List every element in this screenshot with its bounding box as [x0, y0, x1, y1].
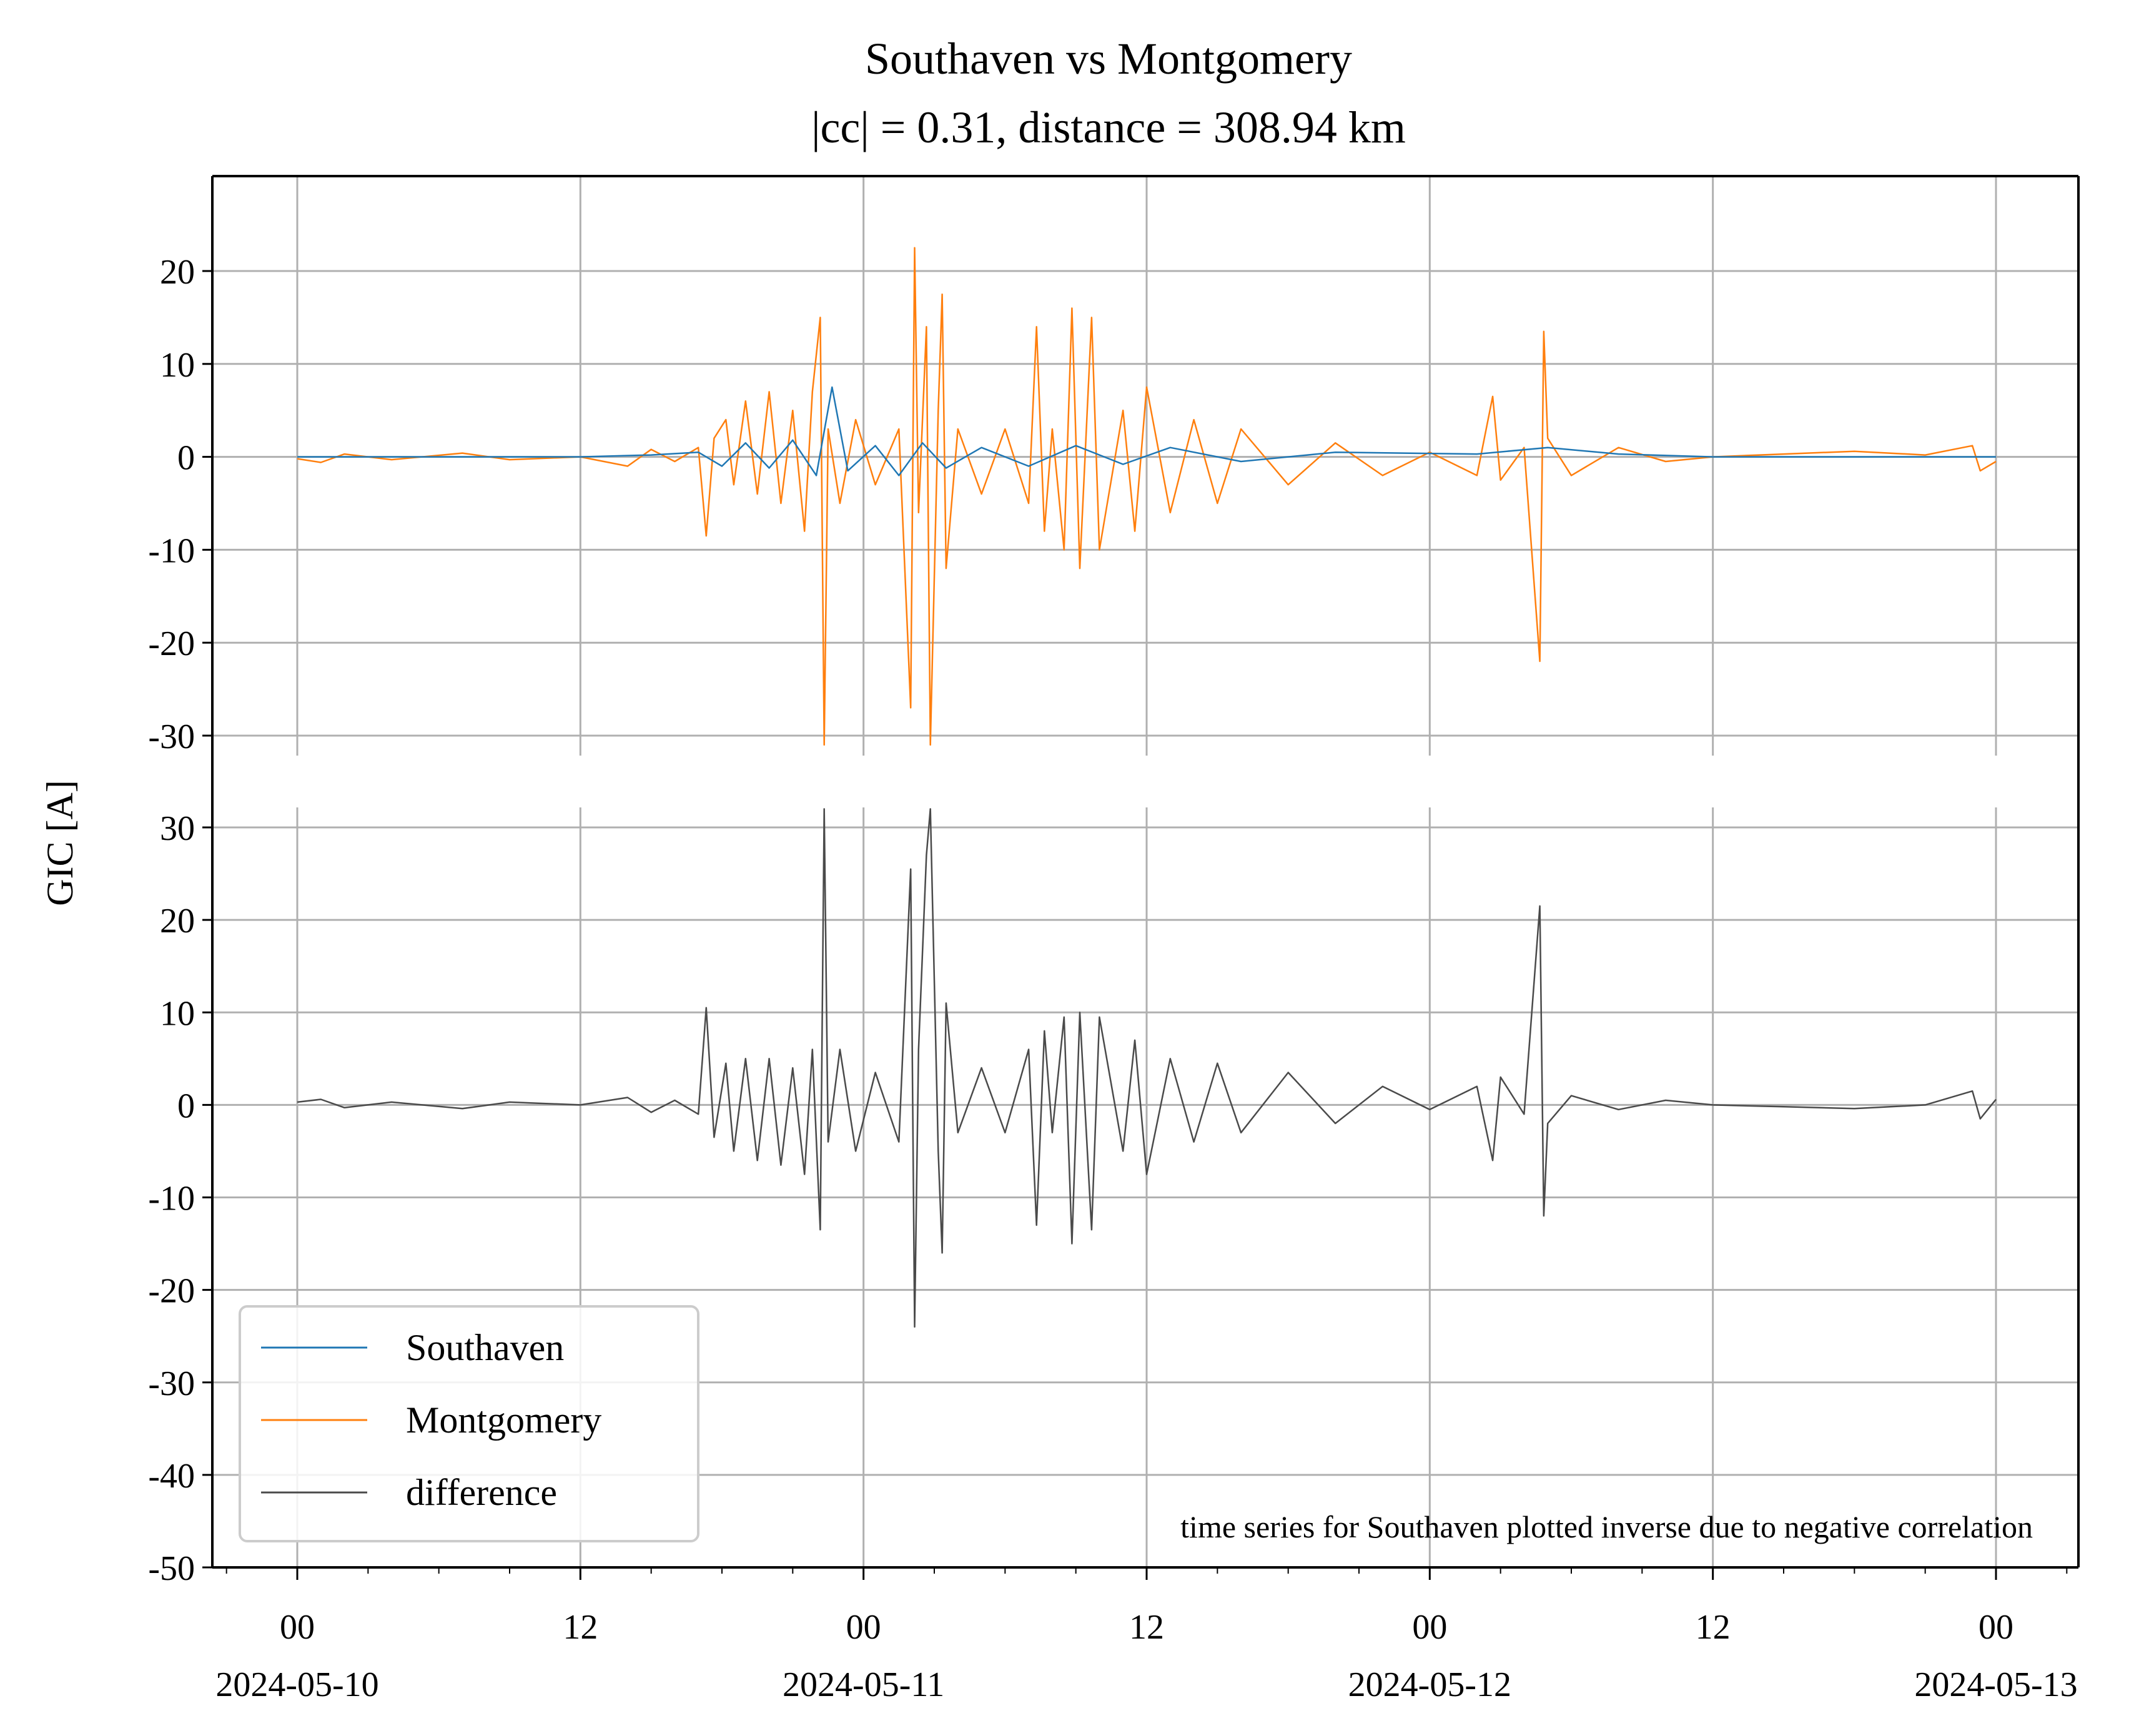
bottom-panel-y-ticks: 30 20 10 0 -10 -20 -30 -40 -50 [148, 809, 212, 1588]
annotation-text: time series for Southaven plotted invers… [1180, 1509, 2033, 1544]
bottom-ytick-label-4: -10 [148, 1180, 195, 1218]
xtick-hour-6: 00 [1979, 1608, 2013, 1647]
top-ytick-label-4: -20 [148, 624, 195, 663]
bottom-ytick-label-8: -50 [148, 1549, 195, 1588]
xtick-hour-5: 12 [1696, 1608, 1731, 1647]
bottom-ytick-label-3: 0 [177, 1087, 195, 1125]
series-line-difference [297, 808, 1997, 1328]
xtick-date-4: 2024-05-12 [1348, 1665, 1511, 1704]
y-axis-label: GIC [A] [39, 780, 81, 906]
bottom-panel-series [297, 808, 1997, 1328]
top-panel-series [297, 247, 1997, 746]
top-ytick-label-3: -10 [148, 531, 195, 570]
xtick-hour-1: 12 [563, 1608, 598, 1647]
series-line-southaven [297, 386, 1996, 476]
bottom-ytick-label-7: -40 [148, 1457, 195, 1496]
legend-label-difference: difference [406, 1472, 557, 1513]
top-ytick-label-5: -30 [148, 718, 195, 756]
bottom-ytick-label-0: 30 [160, 809, 195, 848]
bottom-ytick-label-2: 10 [160, 994, 195, 1033]
top-ytick-label-2: 0 [177, 439, 195, 478]
xtick-hour-3: 12 [1129, 1608, 1164, 1647]
top-ytick-label-0: 20 [160, 253, 195, 292]
xtick-hour-4: 00 [1412, 1608, 1447, 1647]
legend-label-southaven: Southaven [406, 1327, 564, 1368]
bottom-ytick-label-6: -30 [148, 1364, 195, 1403]
chart-subtitle: |cc| = 0.31, distance = 308.94 km [811, 102, 1406, 152]
xtick-hour-2: 00 [846, 1608, 881, 1647]
axes [211, 175, 2080, 1569]
xtick-date-6: 2024-05-13 [1914, 1665, 2077, 1704]
top-panel-y-ticks: 20 10 0 -10 -20 -30 [148, 253, 212, 756]
series-line-montgomery [297, 247, 1997, 746]
legend-label-montgomery: Montgomery [406, 1399, 601, 1441]
x-axis-ticks: 00 2024-05-10 12 00 2024-05-11 12 00 2024-05-12… [215, 1567, 2078, 1704]
legend-box [239, 1305, 699, 1542]
bottom-ytick-label-5: -20 [148, 1272, 195, 1311]
xtick-hour-0: 00 [280, 1608, 315, 1647]
xtick-date-0: 2024-05-10 [215, 1665, 378, 1704]
chart-title: Southaven vs Montgomery [865, 34, 1352, 84]
top-ytick-label-1: 10 [160, 346, 195, 385]
xtick-date-2: 2024-05-11 [783, 1665, 944, 1704]
bottom-ytick-label-1: 20 [160, 902, 195, 940]
legend: Southaven Montgomery difference [239, 1305, 699, 1542]
